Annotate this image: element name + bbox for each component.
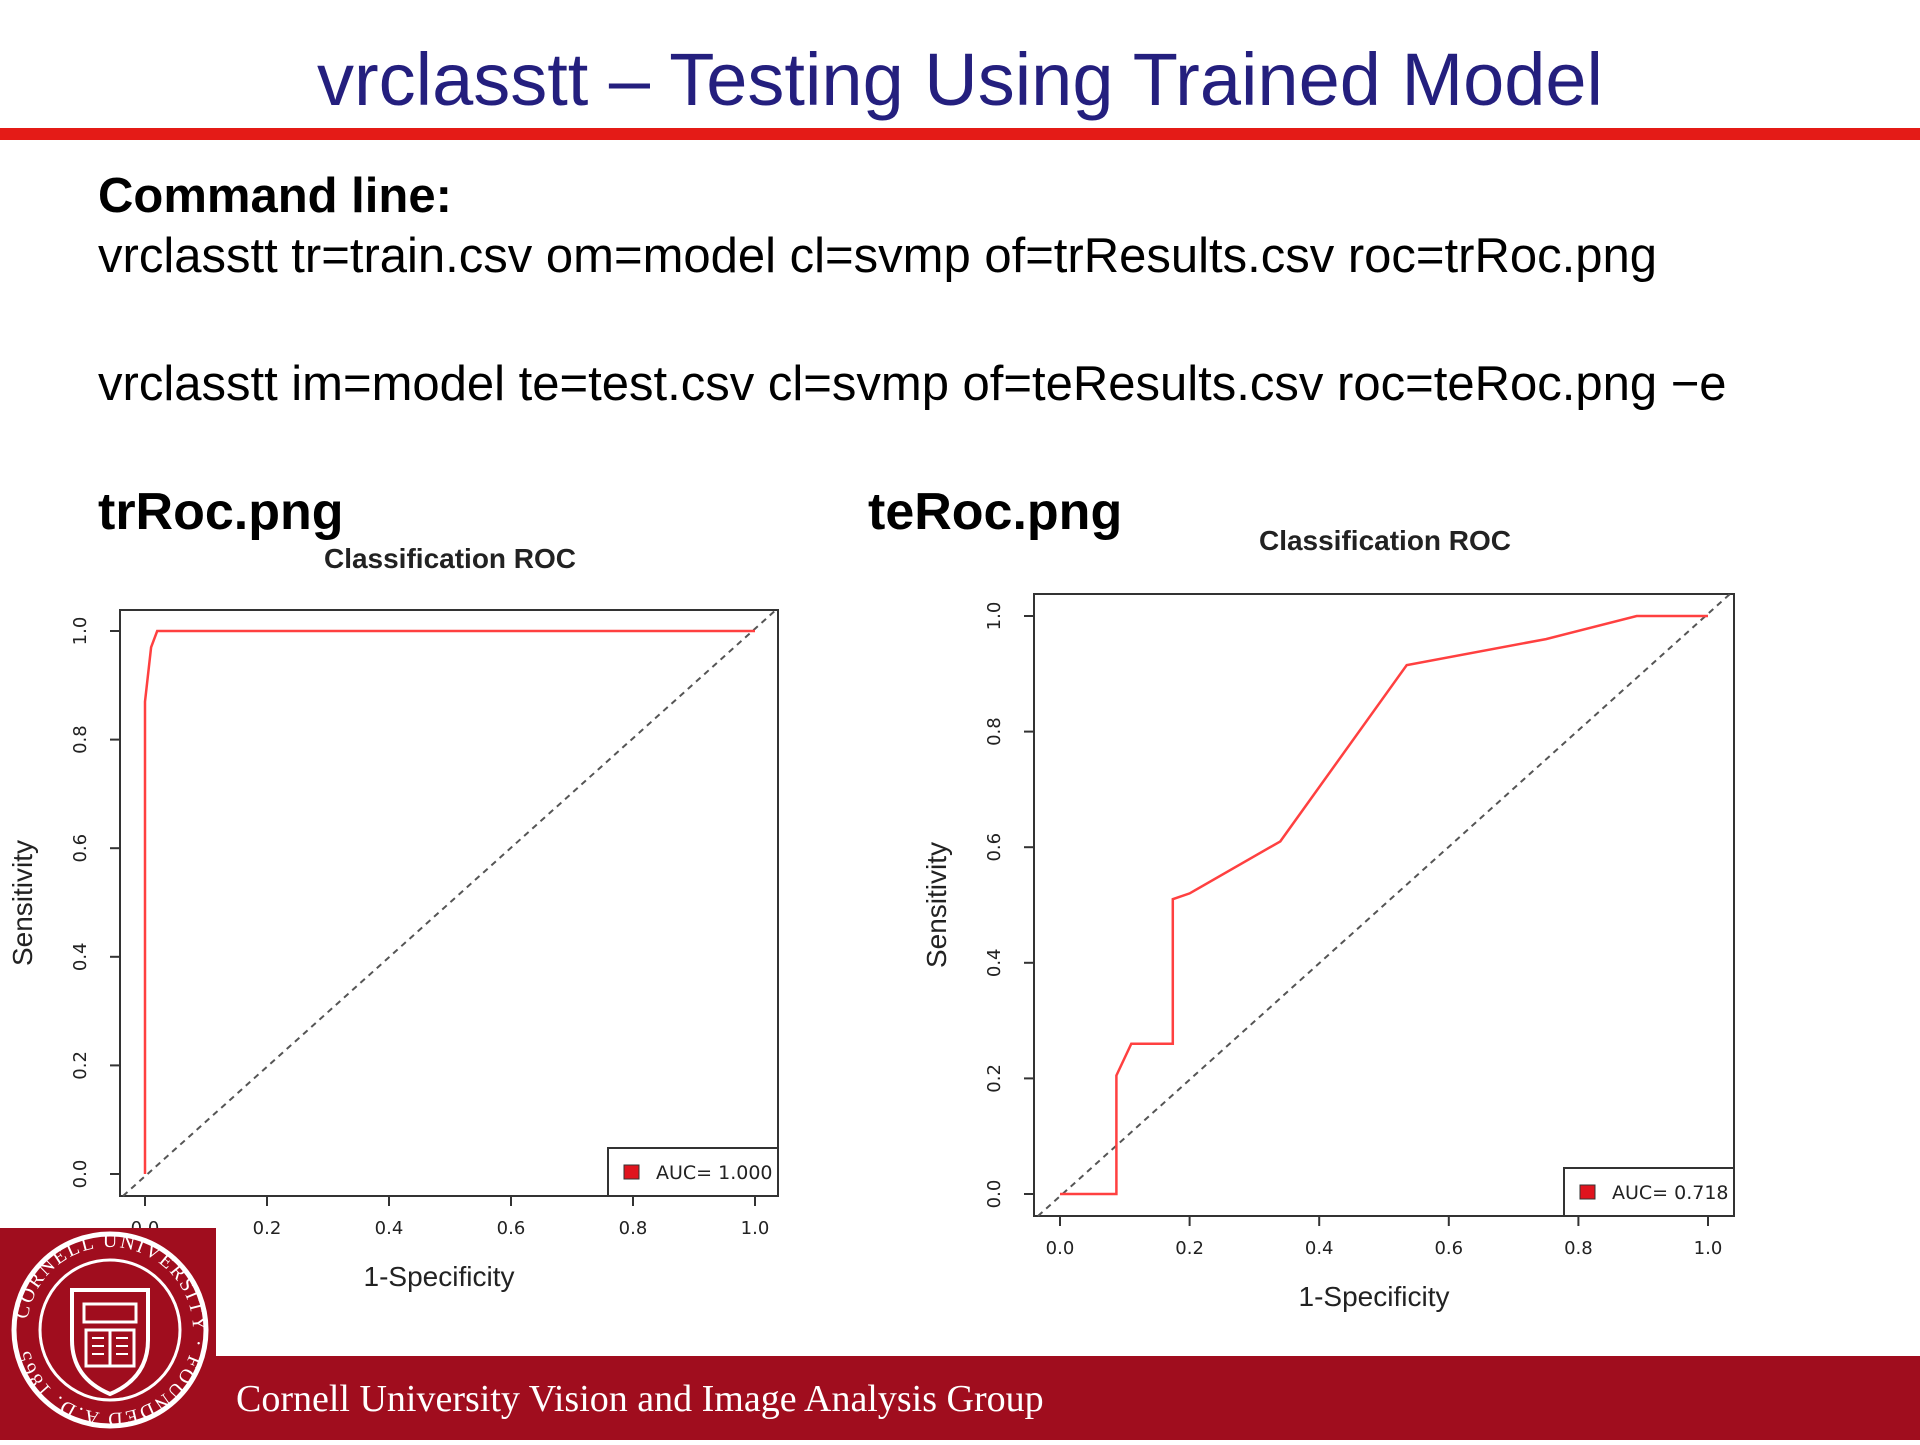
legend-box — [607, 1147, 779, 1197]
plot-frame — [1033, 593, 1735, 1217]
legend-label: AUC= 0.718 — [1612, 1182, 1729, 1204]
y-tick-label: 0.8 — [984, 717, 1005, 746]
x-tick-label: 1.0 — [1694, 1238, 1723, 1259]
y-tick-label: 0.0 — [70, 1160, 91, 1189]
chance-diagonal — [1037, 593, 1731, 1217]
y-tick-label: 0.6 — [70, 834, 91, 863]
footer-bar — [0, 1356, 1920, 1440]
legend-label: AUC= 1.000 — [656, 1162, 773, 1184]
fig-right-label: teRoc.png — [868, 483, 1123, 541]
x-tick-label: 0.6 — [1434, 1238, 1463, 1259]
x-tick-label: 0.6 — [497, 1218, 526, 1239]
x-tick-label: 0.0 — [1046, 1238, 1075, 1259]
y-tick-label: 1.0 — [984, 602, 1005, 631]
y-tick-label: 0.0 — [984, 1180, 1005, 1209]
chance-diagonal — [122, 608, 778, 1197]
y-tick-label: 0.6 — [984, 833, 1005, 862]
footer-text: Cornell University Vision and Image Anal… — [236, 1378, 1044, 1420]
x-tick-label: 0.2 — [1175, 1238, 1204, 1259]
fig-left-label: trRoc.png — [98, 483, 344, 541]
x-tick-label: 0.8 — [619, 1218, 648, 1239]
y-axis-label: Sensitivity — [921, 842, 952, 968]
y-tick-label: 0.8 — [70, 725, 91, 754]
command-test: vrclasstt im=model te=test.csv cl=svmp o… — [98, 357, 1727, 411]
y-tick-label: 0.4 — [70, 942, 91, 971]
test-roc-chart: Classification ROC 0.0 0.2 0.4 0.6 0.8 1.0 0.0 0… — [921, 525, 1735, 1312]
command-train: vrclasstt tr=train.csv om=model cl=svmp … — [98, 229, 1657, 283]
y-tick-label: 0.4 — [984, 948, 1005, 977]
title-rule — [0, 128, 1920, 140]
plot-frame — [119, 609, 779, 1197]
slide-title: vrclasstt – Testing Using Trained Model — [316, 38, 1603, 121]
legend-swatch — [623, 1164, 640, 1180]
x-tick-label: 0.4 — [375, 1218, 404, 1239]
x-tick-label: 1.0 — [741, 1218, 770, 1239]
y-tick-label: 0.2 — [984, 1064, 1005, 1093]
legend-box — [1563, 1167, 1735, 1217]
x-axis-label: 1-Specificity — [364, 1261, 515, 1292]
roc-curve — [143, 629, 755, 1174]
y-axis-label: Sensitivity — [7, 840, 38, 966]
roc-curve — [1060, 614, 1708, 1196]
command-heading: Command line: — [98, 169, 452, 223]
x-tick-label: 0.4 — [1305, 1238, 1334, 1259]
x-tick-label: 0.2 — [253, 1218, 282, 1239]
y-tick-label: 1.0 — [70, 617, 91, 646]
y-tick-label: 0.2 — [70, 1051, 91, 1080]
train-roc-chart: Classification ROC0.00.20.40.60.81.00.00… — [7, 543, 779, 1292]
chart-title: Classification ROC — [1259, 525, 1511, 556]
cornell-seal-logo: CORNELL UNIVERSITY · FOUNDED A.D. 1865 — [0, 1228, 216, 1440]
legend-swatch — [1579, 1184, 1596, 1200]
x-tick-label: 0.8 — [1564, 1238, 1593, 1259]
x-axis-label: 1-Specificity — [1299, 1281, 1450, 1312]
chart-title: Classification ROC — [324, 543, 576, 574]
